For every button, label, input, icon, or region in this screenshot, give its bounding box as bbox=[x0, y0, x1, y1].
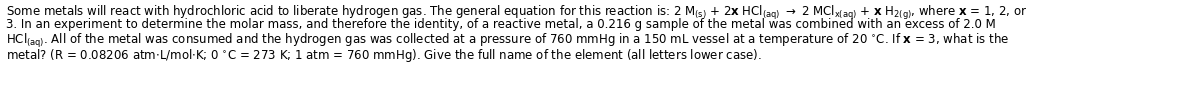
Text: Some metals will react with hydrochloric acid to liberate hydrogen gas. The gene: Some metals will react with hydrochloric… bbox=[6, 4, 1027, 22]
Text: HCl$_{\mathregular{(aq)}}$. All of the metal was consumed and the hydrogen gas w: HCl$_{\mathregular{(aq)}}$. All of the m… bbox=[6, 32, 1009, 50]
Text: metal? (R = 0.08206 atm$\cdot$L/mol$\cdot$K; 0 $^{\circ}$C = 273 K; 1 atm = 760 : metal? (R = 0.08206 atm$\cdot$L/mol$\cdo… bbox=[6, 46, 762, 63]
Text: 3. In an experiment to determine the molar mass, and therefore the identity, of : 3. In an experiment to determine the mol… bbox=[6, 18, 996, 31]
